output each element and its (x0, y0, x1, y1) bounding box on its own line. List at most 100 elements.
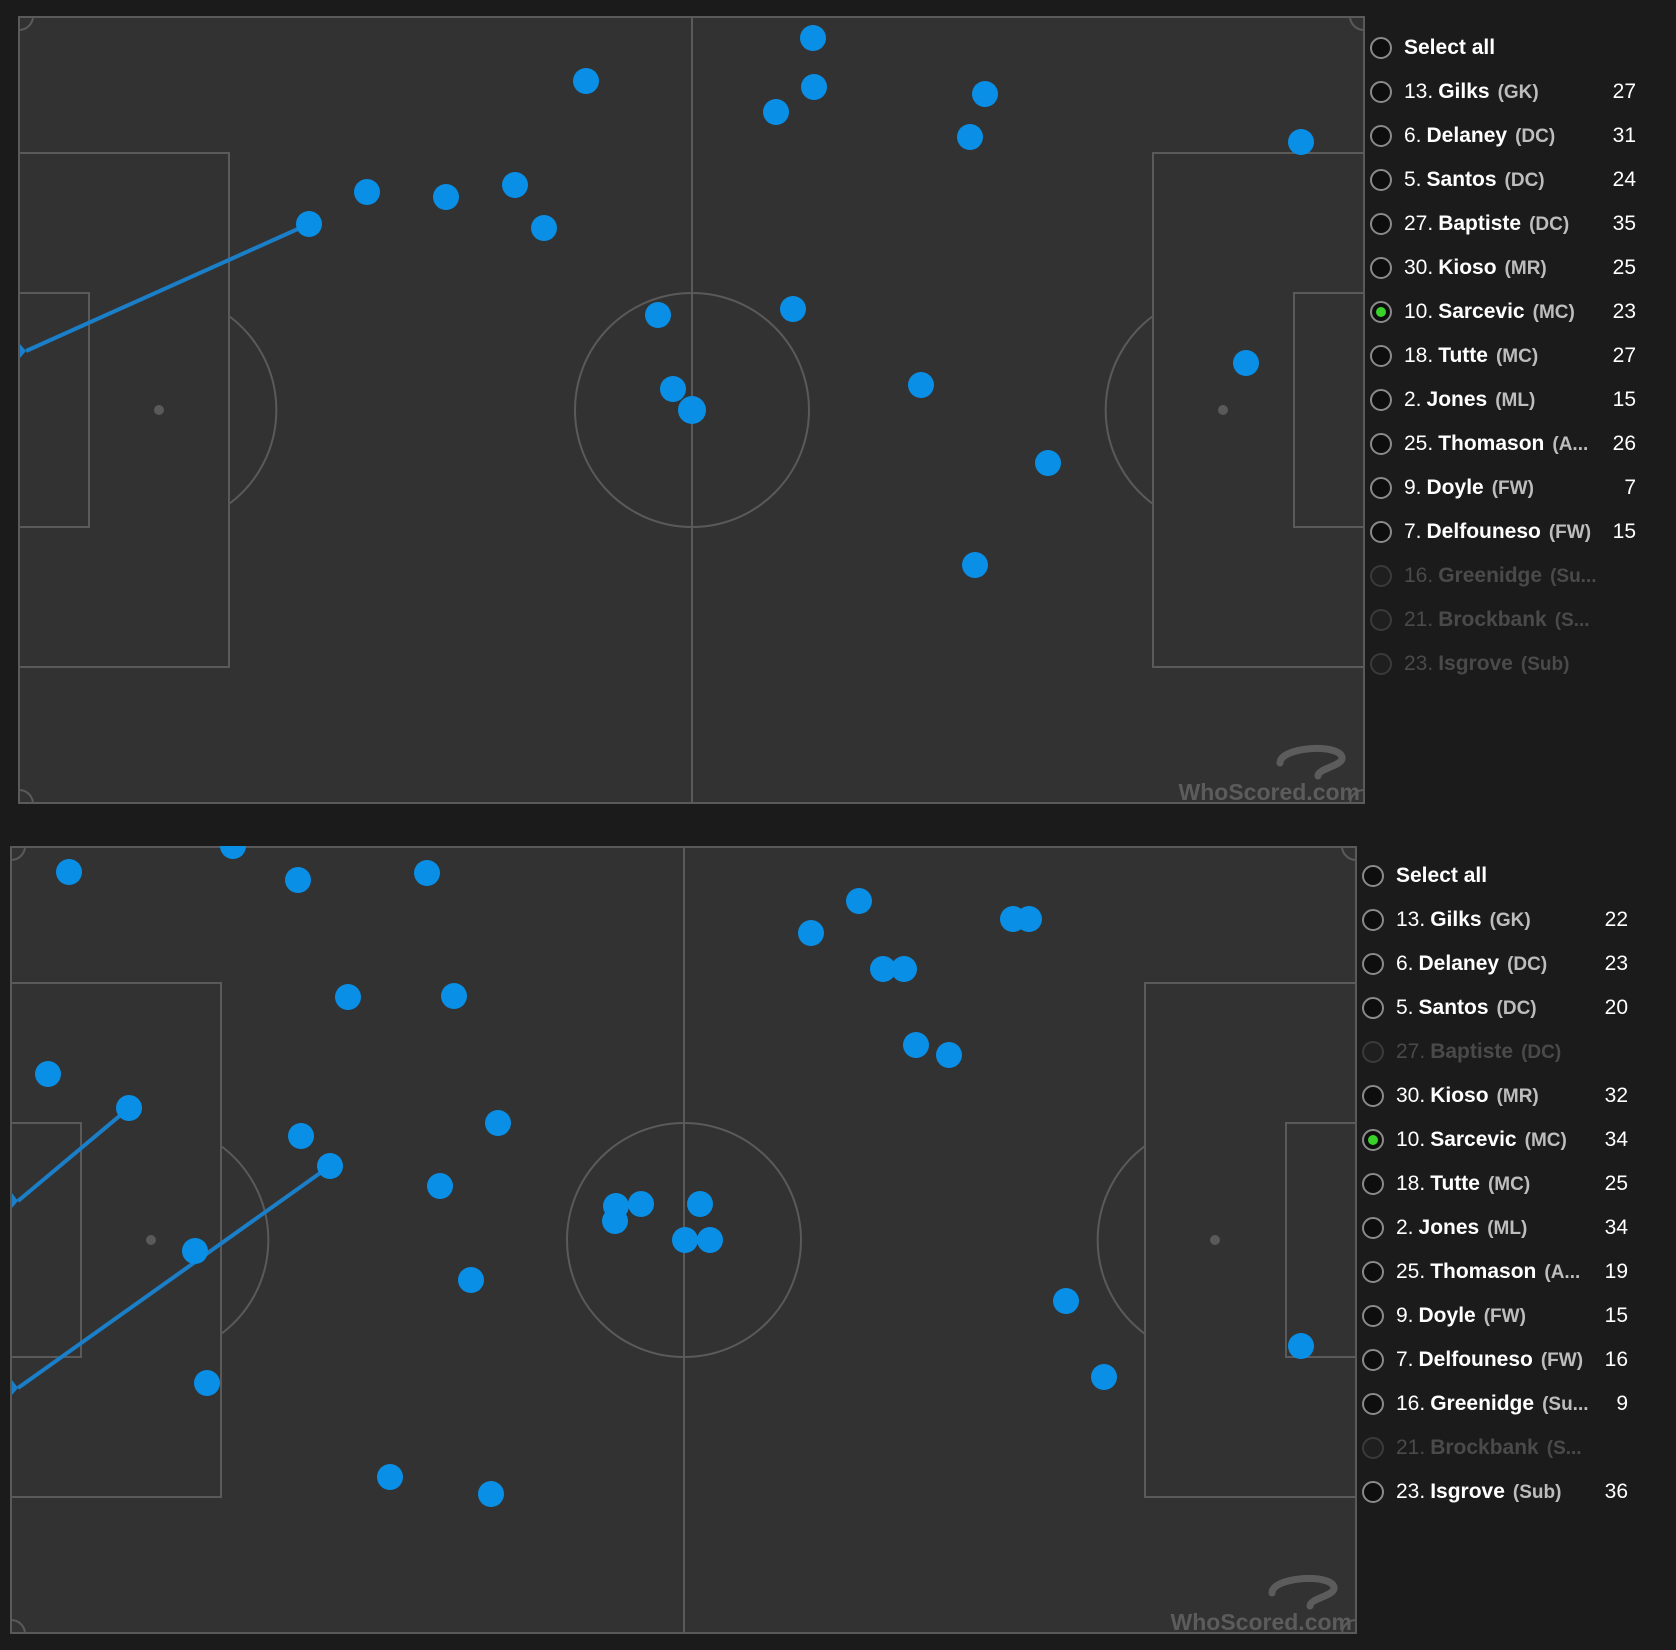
player-option[interactable]: 30. Kioso (MR) 25 (1370, 246, 1670, 290)
event-marker[interactable] (1091, 1364, 1117, 1390)
event-marker[interactable] (645, 302, 671, 328)
select-all-option[interactable]: Select all (1370, 26, 1670, 70)
event-marker[interactable] (1288, 1333, 1314, 1359)
event-marker[interactable] (116, 1095, 142, 1121)
player-option[interactable]: 10. Sarcevic (MC) 34 (1362, 1118, 1662, 1162)
radio-button[interactable] (1370, 389, 1392, 411)
event-marker[interactable] (801, 74, 827, 100)
event-marker[interactable] (35, 1061, 61, 1087)
select-all-option[interactable]: Select all (1362, 854, 1662, 898)
radio-button[interactable] (1370, 301, 1392, 323)
radio-button[interactable] (1362, 997, 1384, 1019)
radio-button[interactable] (1362, 1393, 1384, 1415)
event-marker[interactable] (870, 956, 896, 982)
player-option[interactable]: 27. Baptiste (DC) 35 (1370, 202, 1670, 246)
event-marker[interactable] (957, 124, 983, 150)
event-marker[interactable] (903, 1032, 929, 1058)
event-marker[interactable] (296, 211, 322, 237)
player-option[interactable]: 16. Greenidge (Su... 9 (1362, 1382, 1662, 1426)
event-marker[interactable] (672, 1227, 698, 1253)
event-marker[interactable] (602, 1208, 628, 1234)
player-option[interactable]: 23. Isgrove (Sub) 36 (1362, 1470, 1662, 1514)
event-marker[interactable] (220, 846, 246, 859)
radio-button[interactable] (1370, 345, 1392, 367)
radio-button[interactable] (1370, 37, 1392, 59)
event-marker[interactable] (1233, 350, 1259, 376)
event-marker[interactable] (763, 99, 789, 125)
radio-button[interactable] (1362, 1085, 1384, 1107)
radio-button[interactable] (1362, 909, 1384, 931)
event-marker[interactable] (354, 179, 380, 205)
event-marker[interactable] (1035, 450, 1061, 476)
radio-button[interactable] (1370, 433, 1392, 455)
event-marker[interactable] (780, 296, 806, 322)
event-marker[interactable] (687, 1191, 713, 1217)
event-marker[interactable] (628, 1191, 654, 1217)
event-marker[interactable] (56, 859, 82, 885)
radio-button[interactable] (1362, 1349, 1384, 1371)
event-marker[interactable] (660, 376, 686, 402)
event-marker[interactable] (441, 983, 467, 1009)
player-option[interactable]: 13. Gilks (GK) 27 (1370, 70, 1670, 114)
player-option[interactable]: 2. Jones (ML) 15 (1370, 378, 1670, 422)
event-marker[interactable] (846, 888, 872, 914)
event-marker[interactable] (288, 1123, 314, 1149)
event-marker[interactable] (936, 1042, 962, 1068)
player-option[interactable]: 10. Sarcevic (MC) 23 (1370, 290, 1670, 334)
radio-button[interactable] (1362, 1305, 1384, 1327)
event-marker[interactable] (800, 25, 826, 51)
event-marker[interactable] (678, 396, 706, 424)
event-marker[interactable] (433, 184, 459, 210)
player-option[interactable]: 30. Kioso (MR) 32 (1362, 1074, 1662, 1118)
radio-button[interactable] (1370, 257, 1392, 279)
event-marker[interactable] (697, 1227, 723, 1253)
radio-button[interactable] (1370, 81, 1392, 103)
player-option[interactable]: 7. Delfouneso (FW) 15 (1370, 510, 1670, 554)
event-marker[interactable] (335, 984, 361, 1010)
player-option[interactable]: 25. Thomason (A... 26 (1370, 422, 1670, 466)
event-marker[interactable] (458, 1267, 484, 1293)
event-marker[interactable] (427, 1173, 453, 1199)
event-marker[interactable] (414, 860, 440, 886)
player-option[interactable]: 6. Delaney (DC) 23 (1362, 942, 1662, 986)
event-marker[interactable] (317, 1153, 343, 1179)
radio-button[interactable] (1362, 1217, 1384, 1239)
player-option[interactable]: 13. Gilks (GK) 22 (1362, 898, 1662, 942)
player-option[interactable]: 18. Tutte (MC) 27 (1370, 334, 1670, 378)
radio-button[interactable] (1362, 865, 1384, 887)
radio-button[interactable] (1370, 213, 1392, 235)
event-marker[interactable] (972, 81, 998, 107)
player-option[interactable]: 9. Doyle (FW) 7 (1370, 466, 1670, 510)
radio-button[interactable] (1370, 169, 1392, 191)
event-marker[interactable] (478, 1481, 504, 1507)
event-marker[interactable] (573, 68, 599, 94)
radio-button[interactable] (1362, 1481, 1384, 1503)
player-option[interactable]: 5. Santos (DC) 24 (1370, 158, 1670, 202)
event-marker[interactable] (798, 920, 824, 946)
event-marker[interactable] (377, 1464, 403, 1490)
event-marker[interactable] (285, 867, 311, 893)
event-marker[interactable] (182, 1238, 208, 1264)
event-marker[interactable] (962, 552, 988, 578)
event-marker[interactable] (1288, 129, 1314, 155)
radio-button[interactable] (1370, 477, 1392, 499)
event-marker[interactable] (194, 1370, 220, 1396)
radio-button[interactable] (1370, 125, 1392, 147)
radio-button[interactable] (1370, 521, 1392, 543)
player-option[interactable]: 18. Tutte (MC) 25 (1362, 1162, 1662, 1206)
radio-button[interactable] (1362, 1129, 1384, 1151)
event-marker[interactable] (485, 1110, 511, 1136)
player-option[interactable]: 5. Santos (DC) 20 (1362, 986, 1662, 1030)
event-marker[interactable] (1053, 1288, 1079, 1314)
radio-button[interactable] (1362, 953, 1384, 975)
event-marker[interactable] (1016, 906, 1042, 932)
player-option[interactable]: 2. Jones (ML) 34 (1362, 1206, 1662, 1250)
event-marker[interactable] (908, 372, 934, 398)
player-option[interactable]: 7. Delfouneso (FW) 16 (1362, 1338, 1662, 1382)
event-marker[interactable] (891, 956, 917, 982)
event-marker[interactable] (502, 172, 528, 198)
radio-button[interactable] (1362, 1173, 1384, 1195)
player-option[interactable]: 6. Delaney (DC) 31 (1370, 114, 1670, 158)
event-marker[interactable] (531, 215, 557, 241)
radio-button[interactable] (1362, 1261, 1384, 1283)
